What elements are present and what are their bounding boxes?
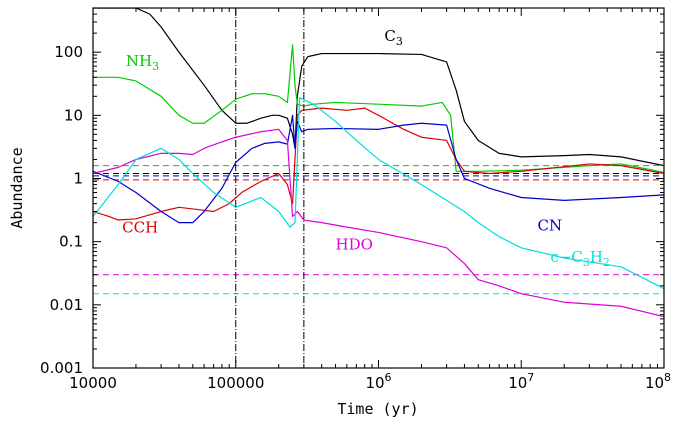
series-label-cch: CCH — [122, 218, 158, 236]
y-axis-title: Abundance — [8, 147, 26, 228]
series-label-hdo: HDO — [336, 236, 373, 254]
series-label-c3: C3 — [384, 27, 402, 48]
y-tick-label: 100 — [54, 43, 83, 61]
series-label-nh3: NH3 — [126, 52, 159, 73]
y-tick-label: 0.1 — [59, 233, 83, 251]
series-label-c-c3h2: c−C3H2 — [550, 248, 610, 269]
y-tick-label: 10 — [64, 106, 83, 124]
x-tick-label: 108 — [645, 371, 671, 392]
plot-frame — [92, 7, 665, 369]
x-tick-label: 107 — [508, 371, 534, 392]
y-tick-label: 1 — [73, 169, 83, 187]
series-line-c3 — [93, 8, 664, 167]
series-line-cch — [93, 107, 664, 221]
series-label-cn: CN — [538, 217, 563, 235]
series-line-hdo — [93, 128, 664, 318]
y-tick-label: 0.001 — [40, 359, 83, 377]
x-axis-title: Time (yr) — [337, 400, 418, 418]
y-tick-label: 0.01 — [50, 296, 83, 314]
series-line-cn — [93, 114, 664, 224]
x-tick-label: 100000 — [207, 374, 264, 392]
series-line-nh3 — [93, 44, 664, 173]
x-tick-label: 106 — [365, 371, 391, 392]
x-tick-label: 10000 — [69, 374, 117, 392]
series-line-c-c3h2 — [93, 97, 664, 290]
